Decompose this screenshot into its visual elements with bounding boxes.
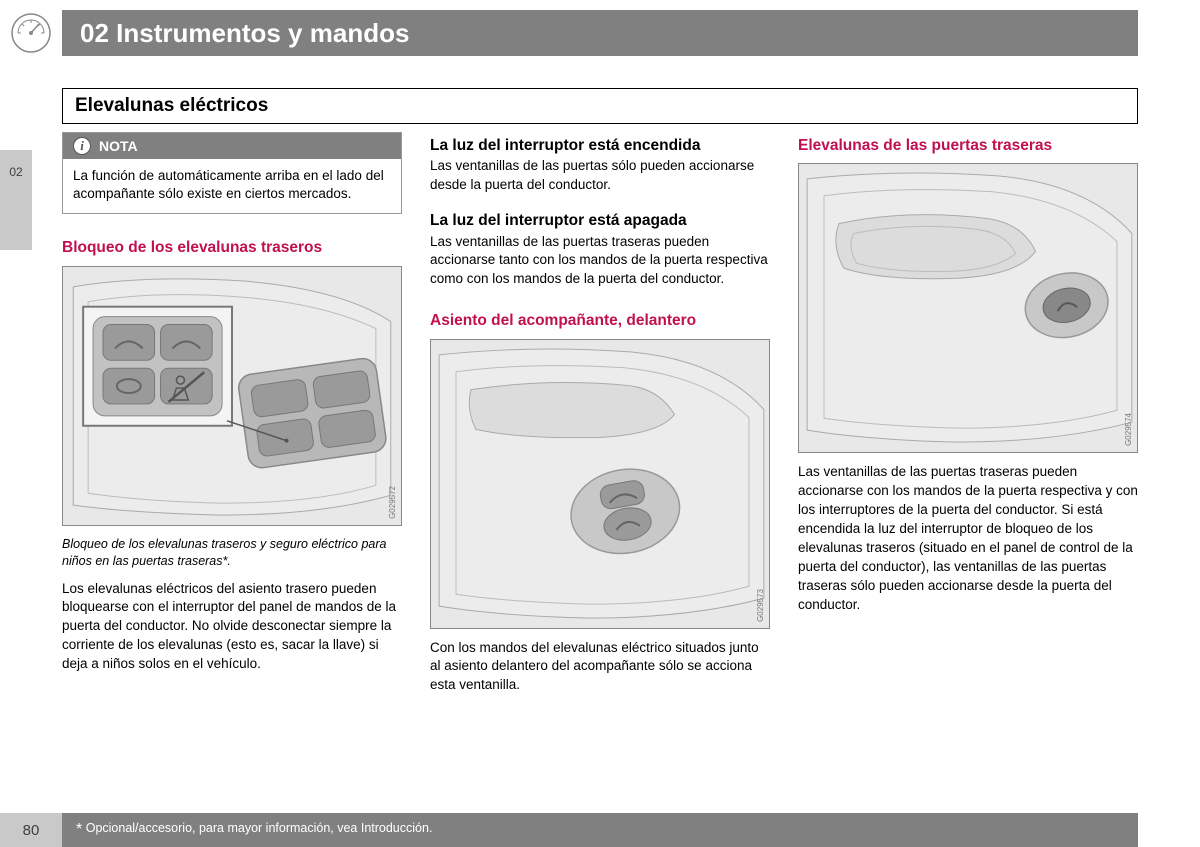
content-columns: i NOTA La función de automáticamente arr… <box>62 132 1138 797</box>
figure-caption: Bloqueo de los elevalunas traseros y seg… <box>62 536 402 570</box>
gauge-icon <box>10 12 52 54</box>
paragraph: Los elevalunas eléctricos del asiento tr… <box>62 580 402 674</box>
side-tab: 02 <box>0 150 32 250</box>
section-title: Elevalunas eléctricos <box>62 88 1138 124</box>
note-label: NOTA <box>99 138 138 154</box>
column-3: Elevalunas de las puertas traseras G0295… <box>798 132 1138 797</box>
footer: 80 * Opcional/accesorio, para mayor info… <box>0 813 1138 847</box>
chapter-title: 02 Instrumentos y mandos <box>80 18 409 49</box>
figure-code: G029572 <box>388 486 397 519</box>
note-box: i NOTA La función de automáticamente arr… <box>62 132 402 214</box>
figure-code: G029573 <box>756 589 765 622</box>
figure-rear-doors: G029574 <box>798 163 1138 453</box>
heading-rear-doors: Elevalunas de las puertas traseras <box>798 136 1138 155</box>
heading-light-off: La luz del interruptor está apagada <box>430 211 770 230</box>
column-1: i NOTA La función de automáticamente arr… <box>62 132 402 797</box>
footer-note: * Opcional/accesorio, para mayor informa… <box>62 821 432 839</box>
paragraph: Las ventanillas de las puertas sólo pued… <box>430 157 770 195</box>
column-2: La luz del interruptor está encendida La… <box>430 132 770 797</box>
heading-light-on: La luz del interruptor está encendida <box>430 136 770 155</box>
heading-front-passenger: Asiento del acompañante, delantero <box>430 311 770 330</box>
heading-rear-lock: Bloqueo de los elevalunas traseros <box>62 238 402 257</box>
paragraph: Las ventanillas de las puertas traseras … <box>430 233 770 290</box>
side-tab-label: 02 <box>9 165 22 179</box>
info-icon: i <box>73 137 91 155</box>
figure-code: G029574 <box>1124 413 1133 446</box>
page-number: 80 <box>0 813 62 847</box>
note-body: La función de automáticamente arriba en … <box>63 159 401 213</box>
paragraph: Las ventanillas de las puertas traseras … <box>798 463 1138 614</box>
figure-rear-lock: G029572 <box>62 266 402 526</box>
paragraph: Con los mandos del elevalunas eléctrico … <box>430 639 770 696</box>
chapter-header: 02 Instrumentos y mandos <box>62 10 1138 56</box>
note-header: i NOTA <box>63 133 401 159</box>
figure-front-passenger: G029573 <box>430 339 770 629</box>
